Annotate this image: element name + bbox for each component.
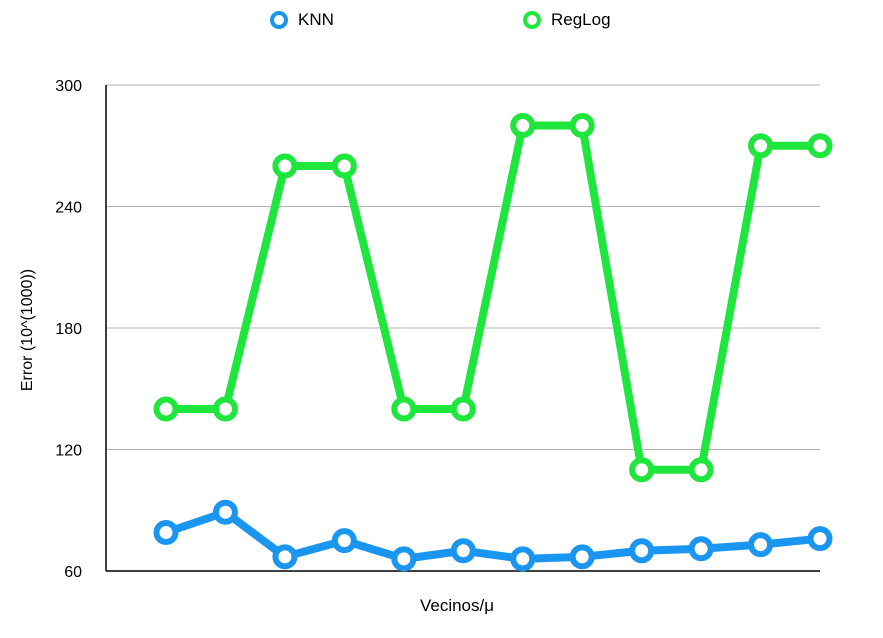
data-point-reglog [569,113,595,138]
y-tick-label: 120 [55,443,82,460]
data-point-knn [391,546,417,572]
data-point-knn [272,544,298,570]
data-point-reglog [688,457,714,483]
legend-item-knn: KNN [270,10,334,30]
chart-legend: KNN RegLog [0,10,883,36]
legend-label-reglog: RegLog [551,10,611,29]
y-tick-label: 300 [55,78,82,95]
data-point-reglog [807,133,833,159]
y-axis-label: Error (10^(1000)) [19,268,36,392]
data-point-reglog [748,133,774,159]
y-tick-label: 60 [64,564,82,581]
data-point-knn [569,544,595,570]
data-point-knn [331,528,357,554]
series-line-knn [162,508,824,563]
data-point-reglog [510,113,536,138]
data-point-knn [688,536,714,562]
data-point-reglog [272,153,298,179]
data-point-reglog [450,396,476,422]
data-point-knn [450,538,476,564]
data-point-reglog [331,153,357,179]
legend-label-knn: KNN [298,10,334,29]
data-point-knn [748,532,774,558]
data-point-knn [510,546,536,572]
data-point-knn [629,538,655,564]
data-point-reglog [212,396,238,422]
legend-marker-reglog [523,11,541,29]
data-point-knn [212,499,238,525]
data-point-knn [153,520,179,546]
data-point-reglog [391,396,417,422]
data-point-reglog [629,457,655,483]
data-point-reglog [153,396,179,422]
legend-item-reglog: RegLog [523,10,611,30]
data-point-knn [807,526,833,552]
y-tick-label: 240 [55,200,82,217]
x-axis-label: Vecinos/μ [419,596,495,615]
legend-marker-knn [270,11,288,29]
y-tick-label: 180 [55,321,82,338]
series-line-reglog [162,121,824,474]
